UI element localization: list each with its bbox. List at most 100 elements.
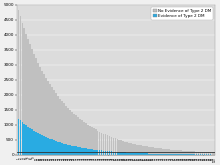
Bar [180,150,182,154]
Bar [136,153,138,155]
Bar [61,101,63,143]
Bar [126,142,128,153]
Bar [198,154,200,155]
Bar [75,115,77,147]
Bar [130,143,132,153]
Bar [47,138,49,155]
Bar [211,154,213,155]
Bar [132,153,134,155]
Bar [132,144,134,153]
Bar [45,137,47,155]
Bar [176,154,178,155]
Bar [109,136,110,151]
Bar [209,154,211,155]
Bar [150,154,152,155]
Bar [85,148,87,155]
Bar [164,149,166,154]
Bar [105,151,106,155]
Bar [93,128,95,149]
Bar [160,148,162,154]
Bar [142,153,144,155]
Bar [31,129,33,155]
Bar [178,154,180,155]
Bar [55,93,57,141]
Bar [63,103,65,144]
Bar [24,28,25,124]
Bar [20,16,21,120]
Bar [166,154,168,155]
Bar [111,137,112,151]
Bar [213,154,215,155]
Bar [69,145,71,155]
Bar [35,132,37,155]
Bar [91,149,93,155]
Bar [182,151,184,154]
Bar [26,125,27,155]
Bar [73,146,75,155]
Bar [28,39,29,127]
Bar [194,151,196,154]
Bar [101,133,103,150]
Bar [213,152,215,154]
Bar [22,23,23,122]
Bar [18,10,19,119]
Bar [85,123,87,148]
Bar [176,150,178,154]
Bar [196,151,198,154]
Bar [45,78,47,137]
Bar [154,148,156,154]
Bar [111,151,112,155]
Bar [57,96,59,142]
Bar [39,134,41,155]
Bar [136,145,138,153]
Bar [103,151,104,155]
Bar [192,151,194,154]
Bar [205,152,207,154]
Bar [87,125,89,149]
Bar [117,139,118,152]
Bar [138,145,140,153]
Bar [170,150,172,154]
Bar [43,74,45,136]
Bar [156,148,158,154]
Bar [205,154,207,155]
Bar [144,146,146,153]
Bar [188,154,190,155]
Bar [152,154,154,155]
Bar [148,153,150,155]
Bar [164,154,166,155]
Bar [170,154,172,155]
Bar [83,122,85,148]
Bar [198,152,200,154]
Bar [37,63,39,133]
Legend: No Evidence of Type 2 DM, Evidence of Type 2 DM: No Evidence of Type 2 DM, Evidence of Ty… [151,7,213,19]
Bar [144,153,146,155]
Bar [49,139,51,155]
Bar [97,131,99,150]
Bar [115,152,116,155]
Bar [57,142,59,155]
Bar [150,147,152,154]
Bar [117,152,118,155]
Bar [200,154,202,155]
Bar [204,152,205,154]
Bar [188,151,190,154]
Bar [51,87,53,139]
Bar [174,154,176,155]
Bar [37,133,39,155]
Bar [119,140,120,152]
Bar [207,152,209,154]
Bar [31,49,33,129]
Bar [47,81,49,138]
Bar [146,146,148,153]
Bar [35,58,37,132]
Bar [95,150,97,155]
Bar [77,117,79,147]
Bar [83,148,85,155]
Bar [93,149,95,155]
Bar [146,153,148,155]
Bar [174,150,176,154]
Bar [79,147,81,155]
Bar [51,139,53,155]
Bar [99,150,101,155]
